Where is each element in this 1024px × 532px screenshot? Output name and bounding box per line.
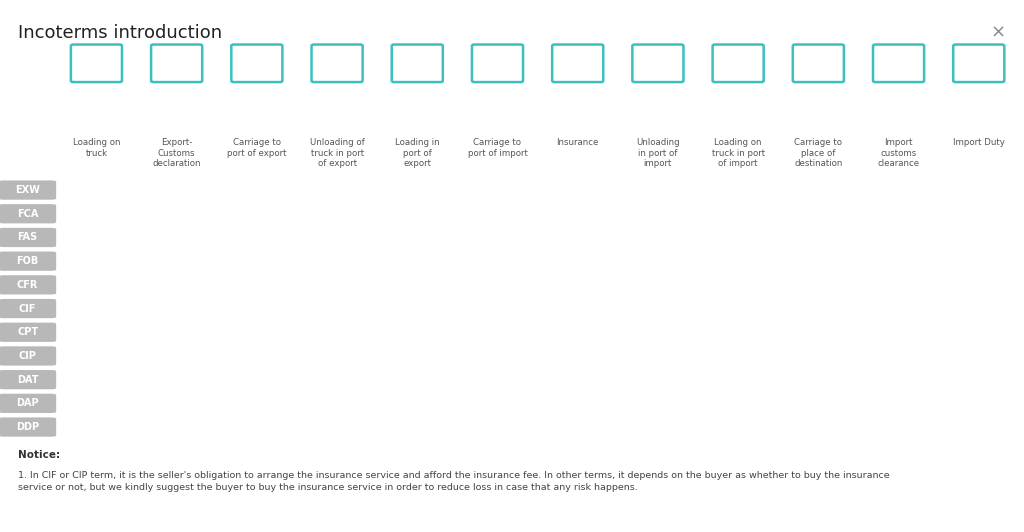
- FancyBboxPatch shape: [0, 370, 56, 389]
- Text: Buyer: Buyer: [865, 398, 894, 409]
- Text: CIF: CIF: [19, 304, 36, 313]
- Text: Import
customs
clearance: Import customs clearance: [878, 138, 920, 168]
- FancyBboxPatch shape: [0, 275, 56, 295]
- Text: DAP: DAP: [16, 398, 39, 409]
- Text: DDP: DDP: [16, 422, 39, 432]
- Text: FOB: FOB: [16, 256, 39, 266]
- Text: Buyer: Buyer: [711, 327, 739, 337]
- Text: Seller: Seller: [62, 209, 90, 219]
- Text: Negotiate: Negotiate: [473, 422, 521, 432]
- Text: Unloading
in port of
import: Unloading in port of import: [636, 138, 680, 168]
- Text: EXW: EXW: [15, 185, 40, 195]
- Text: Seller: Seller: [76, 304, 103, 313]
- Text: Seller: Seller: [73, 398, 100, 409]
- Text: Loading on
truck in port
of import: Loading on truck in port of import: [712, 138, 765, 168]
- Text: Buyer: Buyer: [326, 232, 354, 243]
- Text: Notice:: Notice:: [18, 450, 60, 460]
- Text: Buyer: Buyer: [95, 185, 124, 195]
- Text: Incoterms introduction: Incoterms introduction: [18, 24, 222, 42]
- Text: Buyer: Buyer: [625, 375, 653, 385]
- Text: Seller: Seller: [66, 232, 93, 243]
- Text: Seller: Seller: [73, 375, 100, 385]
- Text: Seller: Seller: [73, 327, 100, 337]
- Text: Seller: Seller: [73, 280, 100, 290]
- Text: Buyer: Buyer: [480, 280, 509, 290]
- Text: Seller: Seller: [73, 422, 100, 432]
- FancyBboxPatch shape: [0, 394, 56, 413]
- Text: Buyer: Buyer: [483, 327, 512, 337]
- Text: Carriage to
port of import: Carriage to port of import: [468, 138, 527, 157]
- Text: Seller: Seller: [564, 398, 592, 409]
- FancyBboxPatch shape: [0, 180, 56, 200]
- Text: Negotiate: Negotiate: [554, 327, 602, 337]
- Text: Carriage to
place of
destination: Carriage to place of destination: [795, 138, 843, 168]
- FancyBboxPatch shape: [0, 418, 56, 437]
- FancyBboxPatch shape: [0, 228, 56, 247]
- Text: Buyer: Buyer: [787, 351, 816, 361]
- Text: Seller: Seller: [644, 327, 672, 337]
- Text: Export-
Customs
declaration: Export- Customs declaration: [153, 138, 201, 168]
- Text: FCA: FCA: [17, 209, 38, 219]
- Text: Loading in
port of
export: Loading in port of export: [395, 138, 439, 168]
- Text: Buyer: Buyer: [634, 304, 663, 313]
- Text: Negotiate: Negotiate: [473, 398, 521, 409]
- Text: Seller: Seller: [70, 256, 97, 266]
- Text: Buyer: Buyer: [249, 209, 278, 219]
- Text: CPT: CPT: [17, 327, 38, 337]
- FancyBboxPatch shape: [0, 204, 56, 223]
- Text: Seller: Seller: [564, 375, 592, 385]
- FancyBboxPatch shape: [0, 322, 56, 342]
- Text: Negotiate: Negotiate: [554, 304, 602, 313]
- Text: Unloading of
truck in port
of export: Unloading of truck in port of export: [309, 138, 365, 168]
- Text: Negotiate: Negotiate: [594, 351, 642, 361]
- FancyBboxPatch shape: [0, 346, 56, 365]
- Text: ×: ×: [990, 24, 1006, 42]
- Text: Seller: Seller: [557, 422, 585, 432]
- Text: Import Duty: Import Duty: [953, 138, 1005, 147]
- Text: CFR: CFR: [17, 280, 38, 290]
- FancyBboxPatch shape: [0, 299, 56, 318]
- Text: Negotiate: Negotiate: [473, 375, 521, 385]
- Text: Seller: Seller: [724, 351, 752, 361]
- Text: Loading on
truck: Loading on truck: [73, 138, 120, 157]
- Text: 1. In CIF or CIP term, it is the seller's obligation to arrange the insurance se: 1. In CIF or CIP term, it is the seller'…: [18, 471, 890, 492]
- Text: DAT: DAT: [17, 375, 38, 385]
- Text: Buyer: Buyer: [402, 256, 431, 266]
- FancyBboxPatch shape: [0, 252, 56, 271]
- Text: CIP: CIP: [18, 351, 37, 361]
- Text: FAS: FAS: [17, 232, 38, 243]
- Text: Seller: Seller: [76, 351, 103, 361]
- Text: Insurance: Insurance: [556, 138, 599, 147]
- Text: Carriage to
port of export: Carriage to port of export: [227, 138, 287, 157]
